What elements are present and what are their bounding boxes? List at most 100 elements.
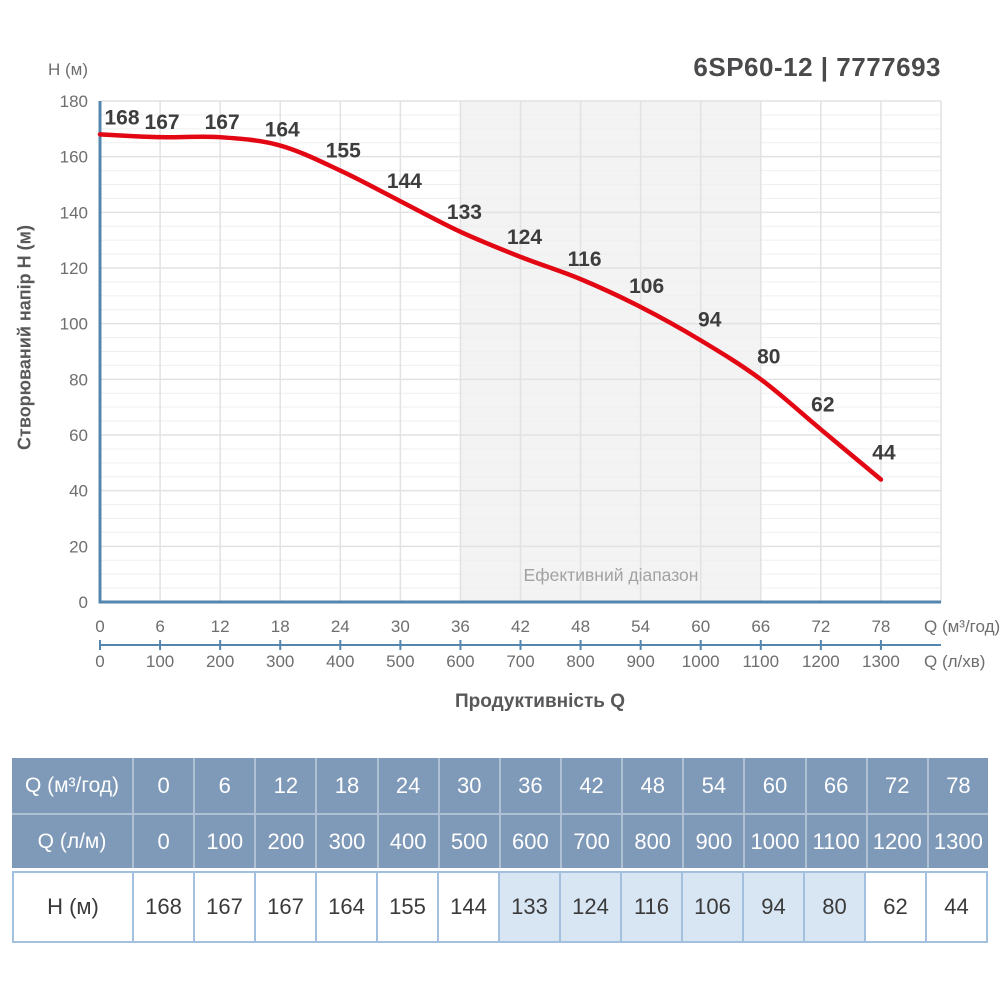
point-label: 167 — [205, 111, 240, 134]
table-cell: 116 — [622, 871, 683, 943]
point-label: 164 — [265, 119, 300, 142]
pump-curve-section: 0 20 40 60 80 100 120 140 160 180 0 6 12 18 24 30 36 42 48… — [14, 52, 1000, 712]
x-tick-label-lmin: 1000 — [682, 652, 720, 671]
effective-range-label: Ефективний діапазон — [523, 565, 699, 585]
table-cell: 800 — [623, 813, 685, 868]
y-tick-label: 0 — [79, 593, 88, 612]
table-cell: 164 — [317, 871, 378, 943]
table-cell: 42 — [561, 758, 624, 813]
table-cell: 66 — [806, 758, 868, 813]
x-tick-label-lmin: 400 — [326, 652, 354, 671]
table-cell: 1100 — [806, 813, 868, 868]
pump-curve — [97, 132, 884, 482]
x-tick-label-lmin: 1300 — [862, 652, 900, 671]
table-cell: 1200 — [867, 813, 929, 868]
table-cell: 133 — [500, 871, 561, 943]
table-cell: 94 — [744, 871, 805, 943]
table-cell: 6 — [195, 758, 257, 813]
table-cell: 600 — [500, 813, 562, 868]
y-axis-title: Створюваний напір H (м) — [14, 225, 35, 450]
x-tick-label-m3h: 36 — [451, 617, 470, 636]
table-cell: 72 — [867, 758, 929, 813]
point-label: 124 — [507, 226, 542, 249]
y-tick-label: 20 — [69, 537, 88, 556]
row-label: H (м) — [12, 871, 134, 943]
table-cell: 18 — [317, 758, 379, 813]
table-cell: 400 — [378, 813, 440, 868]
x-tick-label-m3h: 54 — [631, 617, 650, 636]
table-cell: 168 — [134, 871, 195, 943]
table-cell: 36 — [500, 758, 562, 813]
point-label: 62 — [811, 393, 834, 416]
table-row: H (м) 168 167 167 164 155 144 133 124 116 106 94 80 6… — [12, 871, 988, 943]
table-cell: 30 — [439, 758, 501, 813]
y-tick-label: 120 — [60, 259, 88, 278]
y-tick-label: 60 — [69, 426, 88, 445]
y-tick-label: 40 — [69, 482, 88, 501]
x-tick-label-m3h: 78 — [871, 617, 890, 636]
x-tick-label-lmin: 200 — [206, 652, 234, 671]
x-axis1-unit-label: Q (м³/год) — [924, 617, 1000, 636]
x-tick-label-m3h: 18 — [271, 617, 290, 636]
table-cell: 300 — [317, 813, 379, 868]
x-tick-label-lmin: 500 — [386, 652, 414, 671]
table-cell: 700 — [561, 813, 624, 868]
chart-canvas: 0 20 40 60 80 100 120 140 160 180 0 6 12 18 24 30 36 42 48… — [60, 92, 942, 671]
y-tick-label: 160 — [60, 148, 88, 167]
table-cell: 60 — [745, 758, 807, 813]
x-axis-title: Продуктивність Q — [454, 691, 626, 712]
x-tick-label-m3h: 48 — [571, 617, 590, 636]
x-axis2-unit-label: Q (л/хв) — [924, 652, 986, 671]
point-label: 133 — [447, 201, 482, 224]
table-row: Q (л/м) 0 100 200 300 400 500 600 700 800 900 1000 1… — [12, 813, 988, 868]
table-cell: 900 — [684, 813, 746, 868]
table-cell: 12 — [256, 758, 318, 813]
x-tick-label-m3h: 12 — [211, 617, 230, 636]
point-label: 80 — [757, 345, 780, 368]
x-tick-label-lmin: 0 — [95, 652, 104, 671]
x-tick-label-m3h: 66 — [751, 617, 770, 636]
table-cell: 100 — [195, 813, 257, 868]
table-cell: 167 — [256, 871, 317, 943]
x-tick-label-lmin: 600 — [446, 652, 474, 671]
row-label: Q (м³/год) — [12, 758, 134, 813]
table-cell: 0 — [134, 758, 196, 813]
x-tick-label-lmin: 900 — [626, 652, 654, 671]
performance-table: Q (м³/год) 0 6 12 18 24 30 36 42 48 54 60 66 72 78 Q (л… — [12, 758, 988, 943]
x-tick-label-lmin: 100 — [146, 652, 174, 671]
table-cell: 155 — [378, 871, 439, 943]
x-tick-label-m3h: 30 — [391, 617, 410, 636]
point-label: 116 — [568, 248, 602, 271]
point-label: 167 — [145, 111, 180, 134]
table-cell: 500 — [439, 813, 501, 868]
y-tick-label: 180 — [60, 92, 88, 111]
table-cell: 124 — [561, 871, 622, 943]
table-cell: 144 — [439, 871, 500, 943]
row-label: Q (л/м) — [12, 813, 134, 868]
table-cell: 44 — [927, 871, 988, 943]
x-tick-label-lmin: 700 — [506, 652, 534, 671]
x-tick-label-lmin: 1200 — [802, 652, 840, 671]
table-cell: 0 — [134, 813, 196, 868]
table-cell: 106 — [683, 871, 744, 943]
table-cell: 78 — [928, 758, 988, 813]
y-tick-label: 100 — [60, 315, 88, 334]
point-label: 155 — [326, 140, 361, 163]
table-cell: 167 — [195, 871, 256, 943]
x-tick-label-m3h: 72 — [811, 617, 830, 636]
chart-title: 6SP60-12 | 7777693 — [693, 52, 941, 82]
point-label: 106 — [629, 275, 664, 298]
table-cell: 1000 — [745, 813, 807, 868]
x-tick-label-lmin: 800 — [566, 652, 594, 671]
table-cell: 1300 — [928, 813, 988, 868]
x-tick-label-m3h: 6 — [155, 617, 164, 636]
table-cell: 62 — [866, 871, 927, 943]
point-label: 144 — [387, 170, 422, 193]
y-axis-unit-label: H (м) — [48, 60, 89, 79]
table-row: Q (м³/год) 0 6 12 18 24 30 36 42 48 54 60 66 72 78 — [12, 758, 988, 813]
table-cell: 80 — [805, 871, 866, 943]
table-cell: 200 — [256, 813, 318, 868]
x-tick-label-lmin: 1100 — [743, 652, 780, 671]
x-tick-label-lmin: 300 — [266, 652, 294, 671]
table-cell: 54 — [684, 758, 746, 813]
